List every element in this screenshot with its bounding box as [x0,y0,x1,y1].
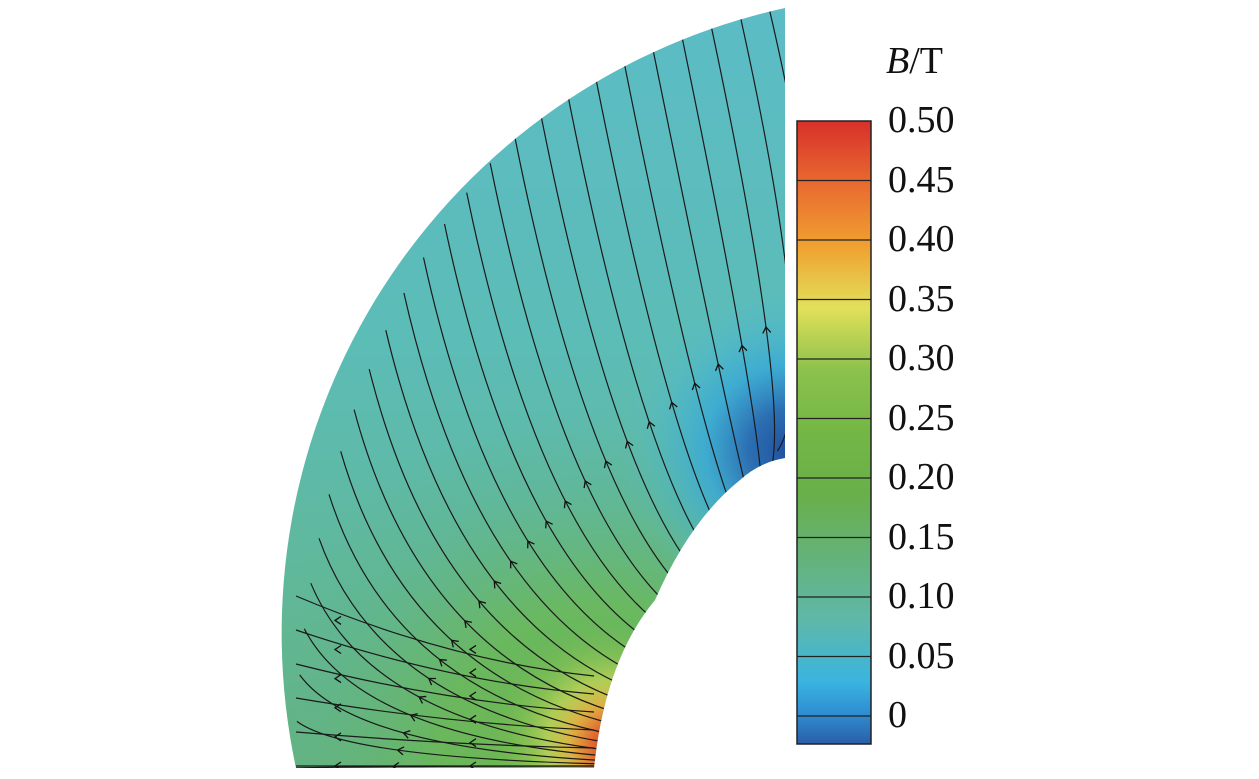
colorbar-tick-label: 0.20 [888,456,955,498]
field-arrow [478,600,487,609]
colorbar-tick-label: 0 [888,694,907,736]
field-arrow [463,619,472,629]
colorbar-tick-lines [797,179,871,717]
colorbar-tick-label: 0.30 [888,337,955,379]
field-arrow [333,732,342,742]
colorbar-fill [796,120,872,745]
field-arrow [402,730,411,739]
field-arrow [691,382,701,391]
field-arrow [333,761,342,768]
field-arrow [468,738,477,748]
colorbar-tick-label: 0.15 [888,515,955,558]
field-line [739,13,785,452]
colorbar [796,120,872,745]
field-arrow [333,615,342,625]
field-arrow [527,540,535,549]
field-arrow [714,363,724,372]
colorbar-tick-label: 0.10 [888,575,955,617]
field-arrow [545,520,553,529]
colorbar-tick-label: 0.25 [888,396,955,439]
field-line [295,663,595,713]
field-arrow [583,479,592,489]
field-arrow [468,761,477,768]
colorbar-tick-label: 0.45 [888,158,955,201]
field-arrow [563,499,572,509]
field-arrow [333,703,342,713]
field-arrow [786,308,794,315]
field-arrow [418,695,427,704]
field-arrow [450,639,459,648]
colorbar-title: B/T [886,40,943,82]
field-arrow [646,420,656,429]
colorbar-tick-label: 0.35 [888,277,955,320]
field-line [295,629,595,695]
field-arrow [762,325,772,334]
colorbar-tick-label: 0.40 [888,218,955,260]
field-arrow [603,460,613,469]
field-arrow [668,401,678,410]
field-arrow [427,677,437,686]
field-arrow [493,580,502,589]
colorbar-tick-label: 0.05 [888,634,955,677]
field-line [295,697,595,731]
field-line [295,731,595,749]
colorbar-tick-label: 0.50 [888,99,955,141]
field-arrow [468,668,477,678]
field-arrow [738,344,748,353]
field-arrow [468,714,477,724]
field-arrow [396,746,405,756]
field-arrow [468,644,477,654]
field-line [295,595,595,677]
field-region [281,8,794,768]
field-arrow [468,691,477,701]
field-arrow [438,658,447,667]
field-arrow [509,560,518,569]
field-arrow [624,440,634,449]
field-arrow [333,644,342,655]
field-arrow [333,674,342,684]
